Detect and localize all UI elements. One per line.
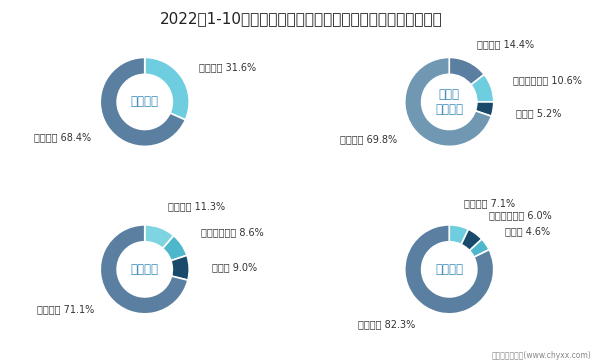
Text: 新开工
施工面积: 新开工 施工面积	[435, 88, 463, 116]
Text: 商品住宅 68.4%: 商品住宅 68.4%	[34, 132, 90, 142]
Wedge shape	[449, 58, 484, 85]
Wedge shape	[405, 225, 494, 314]
Text: 商业营业用房 8.6%: 商业营业用房 8.6%	[201, 227, 264, 237]
Wedge shape	[145, 58, 189, 120]
Text: 商品住宅 69.8%: 商品住宅 69.8%	[339, 135, 397, 145]
Text: 其他用房 31.6%: 其他用房 31.6%	[199, 62, 256, 72]
Wedge shape	[475, 102, 494, 116]
Text: 办公楼 4.6%: 办公楼 4.6%	[505, 226, 550, 236]
Text: 办公楼 5.2%: 办公楼 5.2%	[516, 108, 561, 118]
Text: 销售面积: 销售面积	[435, 263, 463, 276]
Text: 制图：智研咨询(www.chyxx.com): 制图：智研咨询(www.chyxx.com)	[491, 351, 591, 360]
Text: 办公楼 9.0%: 办公楼 9.0%	[212, 262, 257, 272]
Wedge shape	[163, 236, 187, 261]
Text: 商品住宅 82.3%: 商品住宅 82.3%	[358, 319, 415, 329]
Wedge shape	[171, 256, 189, 280]
Wedge shape	[145, 225, 174, 249]
Text: 商业营业用房 10.6%: 商业营业用房 10.6%	[513, 75, 582, 85]
Wedge shape	[471, 74, 494, 102]
Wedge shape	[449, 225, 469, 245]
Wedge shape	[470, 239, 489, 257]
Text: 商业营业用房 6.0%: 商业营业用房 6.0%	[489, 210, 552, 220]
Wedge shape	[100, 58, 186, 146]
Text: 其他用房 14.4%: 其他用房 14.4%	[478, 39, 534, 49]
Text: 其他用房 11.3%: 其他用房 11.3%	[168, 201, 226, 211]
Text: 2022年1-10月海南省商品房投资、施工、竣工、销售分类占比: 2022年1-10月海南省商品房投资、施工、竣工、销售分类占比	[160, 11, 443, 26]
Text: 其他用房 7.1%: 其他用房 7.1%	[464, 198, 516, 209]
Text: 竣工面积: 竣工面积	[131, 263, 159, 276]
Text: 投资金额: 投资金额	[131, 95, 159, 108]
Wedge shape	[461, 229, 482, 250]
Wedge shape	[100, 225, 188, 314]
Wedge shape	[405, 58, 491, 146]
Text: 商品住宅 71.1%: 商品住宅 71.1%	[37, 304, 94, 314]
